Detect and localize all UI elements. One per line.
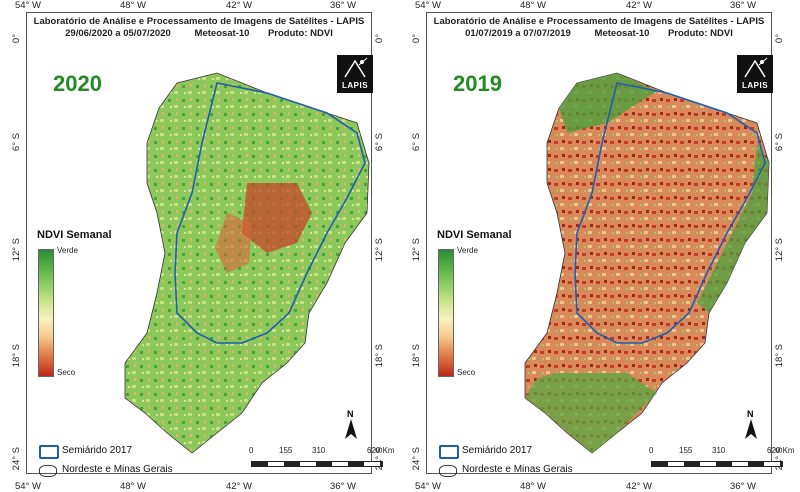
dry-patch (215, 213, 252, 273)
ramp-high-label: Verde (57, 246, 78, 255)
region-legend-label: Nordeste e Minas Gerais (462, 464, 573, 475)
lat-tick: 12° S (11, 238, 22, 262)
scale-tick: 620 Km (767, 446, 795, 455)
lon-tick: 36° W (330, 0, 356, 11)
scale-tick: 310 (712, 446, 726, 455)
green-south (525, 373, 657, 453)
lat-tick: 0° (774, 34, 785, 44)
ramp-low-label: Seco (57, 368, 76, 377)
lat-tick: 6° S (374, 133, 385, 152)
ndvi-map-2020 (124, 72, 370, 454)
lon-tick: 54° W (15, 481, 41, 492)
lat-tick: 12° S (374, 238, 385, 262)
map-frame: Laboratório de Análise e Processamento d… (26, 12, 395, 477)
ndvi-color-ramp (438, 249, 454, 377)
year-label: 2020 (53, 71, 102, 96)
lab-title: Laboratório de Análise e Processamento d… (433, 16, 765, 27)
lon-tick: 36° W (330, 481, 356, 492)
scale-bar: 0 155 310 620 Km (249, 446, 399, 477)
semiarid-outline (574, 82, 766, 344)
semiarid-outline (174, 82, 366, 344)
scale-tick: 155 (279, 446, 293, 455)
north-arrow-icon (345, 419, 357, 439)
lon-tick: 36° W (730, 481, 756, 492)
satellite: Meteosat-10 (194, 28, 250, 39)
semiarid-legend-label: Semiárido 2017 (462, 445, 533, 456)
ndvi-color-ramp (38, 249, 54, 377)
lat-tick: 24° S (11, 447, 22, 471)
date-meta-line: 01/07/2019 a 07/07/2019 Meteosat-10 Prod… (427, 28, 771, 39)
north-label: N (747, 409, 754, 419)
lat-tick: 18° S (11, 344, 22, 368)
satellite: Meteosat-10 (594, 28, 650, 39)
semiarid-legend-label: Semiárido 2017 (62, 445, 133, 456)
lon-tick: 54° W (415, 0, 441, 11)
lat-tick: 6° S (11, 133, 22, 152)
lat-tick: 6° S (411, 133, 422, 152)
semiarid-legend-icon (39, 445, 59, 459)
map-panel-2020: 54° W 48° W 42° W 36° W 54° W 48° W 42° … (0, 0, 400, 492)
lat-tick: 0° (11, 34, 22, 44)
ramp-high-label: Verde (457, 246, 478, 255)
lon-tick: 42° W (226, 481, 252, 492)
green-east-coast (697, 143, 769, 313)
year-label: 2019 (453, 71, 502, 96)
ndvi-map-2019 (524, 72, 770, 454)
lon-tick: 54° W (415, 481, 441, 492)
lon-tick: 54° W (15, 0, 41, 11)
lapis-logo: LAPIS (337, 55, 373, 93)
lapis-logo: LAPIS (737, 55, 773, 93)
lon-tick: 42° W (226, 0, 252, 11)
product: Produto: NDVI (667, 28, 733, 39)
region-outline (524, 72, 770, 454)
lat-tick: 18° S (411, 344, 422, 368)
semiarid-legend-icon (439, 445, 459, 459)
scale-tick: 155 (679, 446, 693, 455)
scale-tick: 620 Km (367, 446, 395, 455)
date-range: 01/07/2019 a 07/07/2019 (465, 28, 571, 39)
lon-tick: 48° W (520, 481, 546, 492)
scale-tick: 310 (312, 446, 326, 455)
lat-tick: 18° S (774, 344, 785, 368)
lon-tick: 48° W (520, 0, 546, 11)
lat-tick: 18° S (374, 344, 385, 368)
lat-tick: 0° (374, 34, 385, 44)
lat-tick: 12° S (774, 238, 785, 262)
legend-title: NDVI Semanal (37, 229, 112, 241)
lab-title: Laboratório de Análise e Processamento d… (33, 16, 365, 27)
legend-title: NDVI Semanal (437, 229, 512, 241)
lon-tick: 36° W (730, 0, 756, 11)
map-panel-2019: 54° W 48° W 42° W 36° W 54° W 48° W 42° … (400, 0, 800, 492)
ramp-low-label: Seco (457, 368, 476, 377)
lat-tick: 0° (411, 34, 422, 44)
product: Produto: NDVI (267, 28, 333, 39)
green-coast (559, 73, 657, 133)
north-label: N (347, 409, 354, 419)
satellite-icon (344, 57, 368, 78)
map-frame: Laboratório de Análise e Processamento d… (426, 12, 795, 477)
region-legend-icon (39, 465, 57, 477)
north-arrow-icon (745, 419, 757, 439)
date-meta-line: 29/06/2020 a 05/07/2020 Meteosat-10 Prod… (27, 28, 371, 39)
scale-tick: 0 (649, 446, 654, 455)
lon-tick: 42° W (626, 0, 652, 11)
lat-tick: 6° S (774, 133, 785, 152)
scale-tick: 0 (249, 446, 254, 455)
dry-patch (242, 183, 312, 253)
region-legend-icon (439, 465, 457, 477)
lon-tick: 48° W (120, 0, 146, 11)
lon-tick: 48° W (120, 481, 146, 492)
scale-bar: 0 155 310 620 Km (649, 446, 799, 477)
region-legend-label: Nordeste e Minas Gerais (62, 464, 173, 475)
lat-tick: 12° S (411, 238, 422, 262)
satellite-icon (744, 57, 768, 78)
lon-tick: 42° W (626, 481, 652, 492)
lat-tick: 24° S (411, 447, 422, 471)
date-range: 29/06/2020 a 05/07/2020 (65, 28, 171, 39)
